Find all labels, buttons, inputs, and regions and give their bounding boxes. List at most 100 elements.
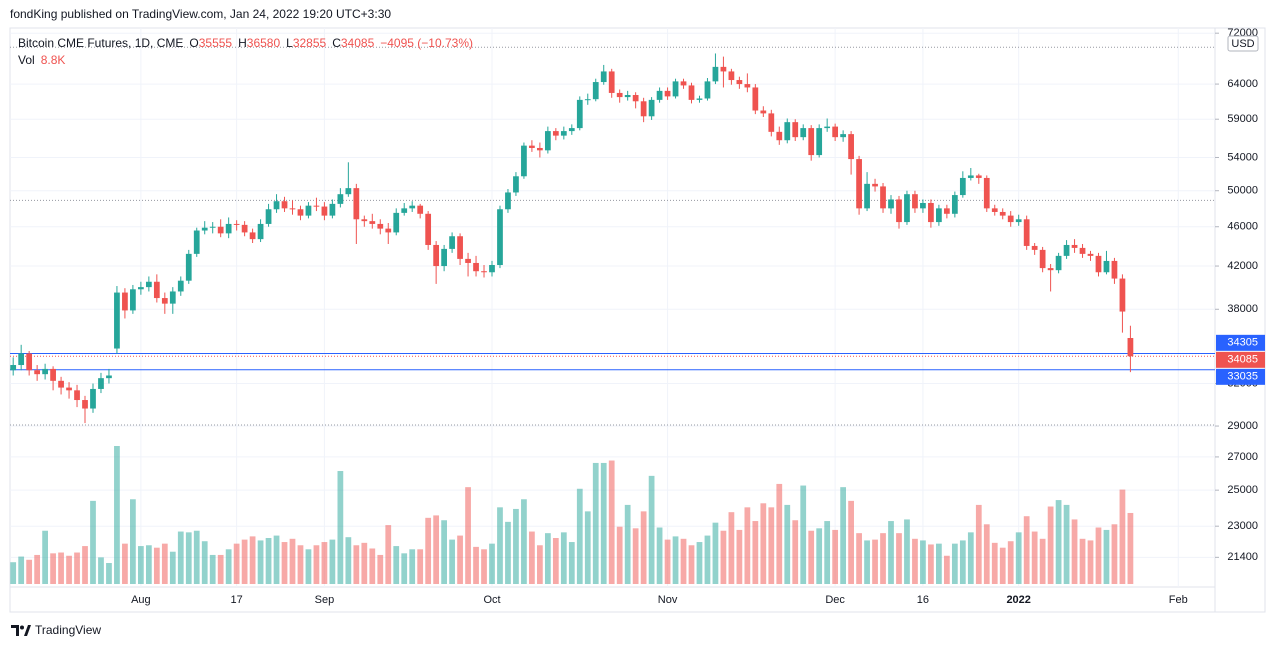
candle-body	[640, 101, 647, 117]
volume-bar	[991, 542, 998, 584]
candle-body	[233, 223, 240, 225]
volume-bar	[672, 536, 679, 584]
volume-bar	[233, 543, 240, 584]
volume-bar	[967, 532, 974, 584]
volume-bar	[824, 521, 831, 584]
y-tick-label: 23000	[1227, 520, 1258, 532]
candle-body	[624, 95, 631, 98]
candle-body	[1031, 245, 1038, 250]
volume-bar	[225, 549, 232, 584]
candle-body	[273, 201, 280, 210]
volume-bar	[241, 539, 248, 584]
x-tick-label: Nov	[658, 594, 678, 606]
candle-body	[1071, 244, 1078, 248]
volume-bar	[50, 553, 56, 584]
volume-bar	[82, 546, 88, 584]
candle-body	[305, 205, 312, 216]
symbol-legend: Bitcoin CME Futures, 1D, CME O35555 H36580…	[18, 36, 473, 50]
candle-body	[289, 208, 296, 210]
candle-body	[784, 122, 791, 141]
candle-body	[82, 400, 88, 409]
volume-bar	[1047, 506, 1054, 584]
close-value: 34085	[341, 36, 375, 50]
brand-logo[interactable]	[11, 625, 31, 636]
candle-body	[768, 113, 775, 132]
candle-body	[959, 177, 966, 196]
brand-name[interactable]: TradingView	[35, 623, 101, 637]
candle-body	[752, 87, 759, 111]
y-tick-label: 59000	[1227, 113, 1258, 125]
volume-bar	[18, 556, 25, 584]
volume-bar	[1071, 519, 1078, 584]
candle-layer	[10, 53, 1134, 424]
volume-bar	[1127, 512, 1134, 584]
volume-bar	[361, 542, 368, 584]
candle-body	[481, 271, 487, 273]
candle-body	[943, 208, 950, 214]
symbol-title: Bitcoin CME Futures, 1D, CME	[18, 36, 183, 50]
candle-body	[513, 176, 519, 193]
volume-bar	[888, 521, 894, 584]
candle-body	[34, 370, 41, 375]
candle-body	[800, 128, 807, 138]
candle-body	[1111, 260, 1118, 279]
volume-bar	[153, 547, 160, 584]
volume-title: Vol	[18, 53, 35, 67]
volume-bar	[209, 554, 216, 584]
candle-body	[648, 99, 655, 117]
candle-body	[848, 134, 854, 160]
price-tag-label: 34305	[1227, 337, 1258, 349]
volume-bar	[1103, 529, 1110, 584]
price-tag-label: 33035	[1227, 371, 1258, 383]
volume-bar	[576, 488, 583, 584]
high-value: 36580	[247, 36, 281, 50]
candle-body	[337, 194, 344, 204]
candle-body	[225, 223, 232, 234]
currency-box[interactable]	[1227, 35, 1259, 52]
y-tick-label: 25000	[1227, 484, 1258, 496]
volume-bar	[592, 462, 599, 584]
candle-body	[664, 90, 671, 97]
volume-bar	[489, 543, 495, 584]
change-value: −4095 (−10.73%)	[380, 36, 473, 50]
x-tick-label: Dec	[825, 594, 845, 606]
price-tag	[1216, 334, 1265, 351]
volume-bar	[584, 511, 591, 584]
volume-bar	[704, 535, 711, 584]
candle-body	[912, 194, 918, 209]
volume-bar	[201, 541, 208, 584]
volume-bar	[1039, 538, 1046, 584]
volume-bar	[145, 545, 152, 584]
candle-body	[840, 134, 846, 138]
candle-body	[1063, 244, 1070, 256]
candle-body	[265, 209, 272, 224]
volume-bar	[680, 538, 687, 584]
candle-body	[353, 188, 360, 220]
candle-body	[552, 131, 559, 136]
candle-body	[42, 368, 48, 375]
candle-body	[704, 81, 711, 99]
volume-bar	[744, 507, 751, 584]
volume-bar	[265, 538, 272, 584]
candle-body	[465, 258, 471, 263]
candle-body	[138, 287, 144, 290]
volume-bar	[1015, 532, 1022, 584]
volume-bar	[529, 531, 535, 584]
candle-body	[600, 71, 607, 83]
candle-body	[385, 228, 392, 233]
volume-bar	[425, 517, 432, 584]
volume-bar	[193, 530, 200, 584]
volume-bar	[345, 537, 352, 584]
candle-body	[122, 292, 128, 311]
volume-bar	[441, 520, 447, 584]
volume-bar	[983, 524, 990, 584]
x-tick-label: Oct	[483, 594, 500, 606]
candle-body	[656, 90, 663, 100]
candle-body	[864, 183, 870, 209]
candle-body	[489, 265, 495, 273]
volume-bar	[114, 446, 120, 584]
volume-value: 8.8K	[41, 53, 66, 67]
publisher-header: fondKing published on TradingView.com, J…	[10, 7, 391, 21]
candle-body	[313, 205, 320, 207]
candle-body	[457, 236, 463, 259]
